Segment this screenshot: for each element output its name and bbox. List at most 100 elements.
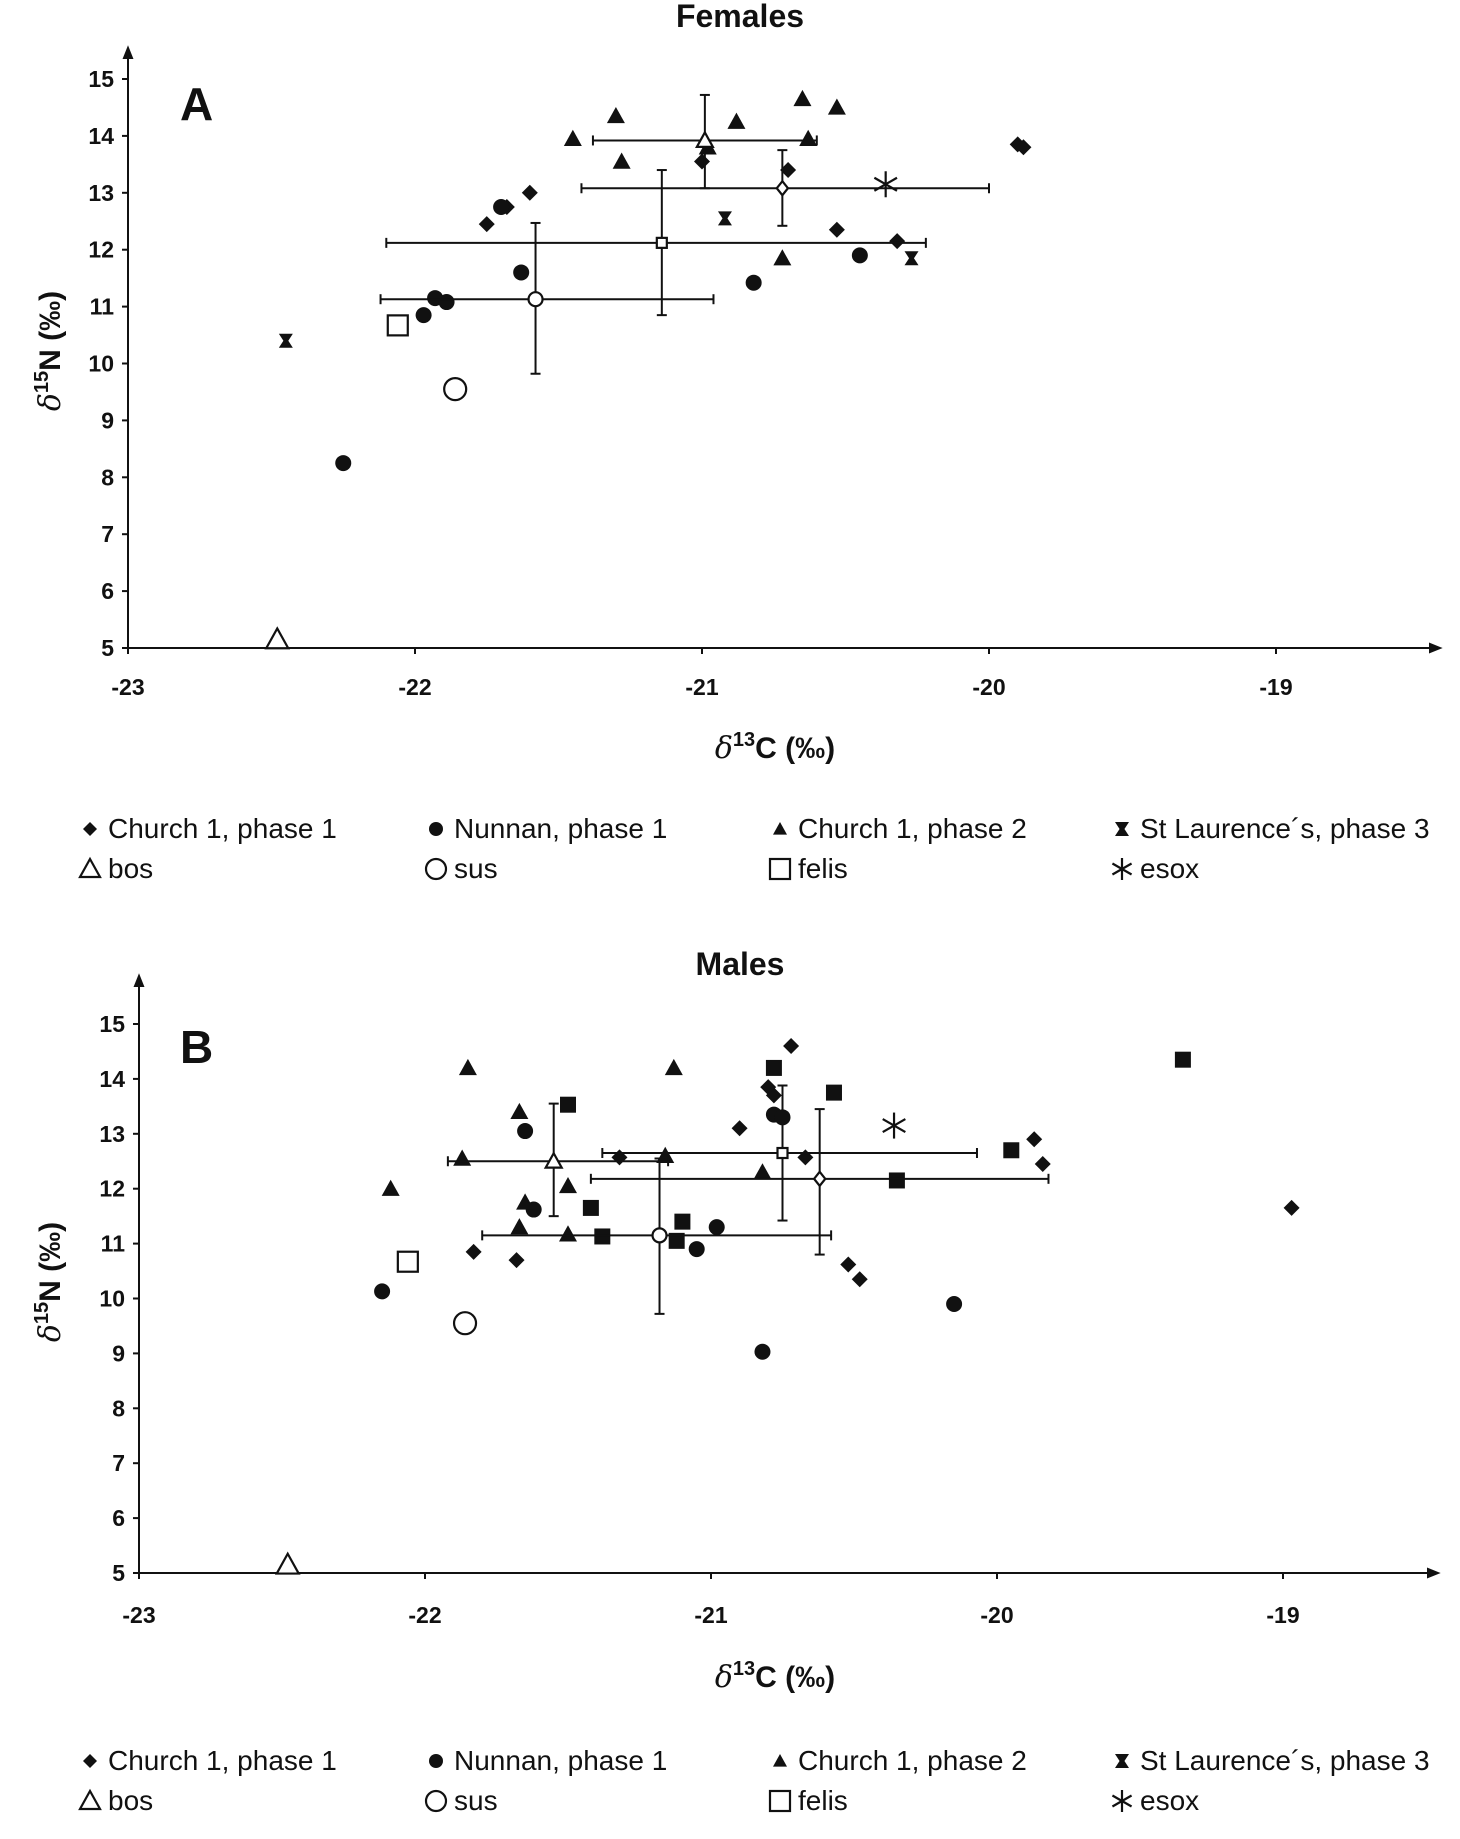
data-point <box>582 1199 599 1216</box>
y-tick-label: 12 <box>88 237 114 263</box>
series-felis <box>386 314 409 337</box>
data-point <box>465 1243 482 1260</box>
series-church-1-phase-2 <box>381 1058 772 1242</box>
series-sus <box>443 377 468 402</box>
legend-marker <box>429 822 443 836</box>
y-tick-label: 11 <box>90 294 115 320</box>
data-point <box>1003 1142 1020 1159</box>
data-point <box>694 153 710 170</box>
chart-title: Males <box>696 946 785 982</box>
legend-label: Nunnan, phase 1 <box>454 813 667 844</box>
data-point <box>560 1096 576 1113</box>
mean-point <box>651 1227 668 1244</box>
mean-point <box>812 1170 827 1188</box>
data-point <box>1015 139 1032 156</box>
legend-marker <box>1111 1790 1133 1812</box>
data-point <box>946 1295 963 1312</box>
y-axis-label: δ15N (‰) <box>31 291 68 411</box>
x-tick-label: -20 <box>980 1602 1013 1628</box>
y-tick-label: 14 <box>88 123 114 149</box>
legend-marker <box>768 1789 792 1813</box>
data-point <box>780 162 797 179</box>
data-point <box>840 1256 857 1273</box>
data-point <box>889 233 906 250</box>
legend: Church 1, phase 1 Nunnan, phase 1 Church 1… <box>78 1745 1430 1816</box>
mean-church-1-phase-1 <box>589 1108 1050 1256</box>
data-point <box>664 1058 683 1076</box>
data-point <box>882 1112 906 1139</box>
series-st-laurence-s-phase-3 <box>560 1051 1191 1249</box>
legend-item: felis <box>768 1785 848 1816</box>
mean-nunnan-phase-1 <box>481 1157 833 1315</box>
legend-label: sus <box>454 853 498 884</box>
data-point <box>708 1219 725 1236</box>
y-tick-label: 5 <box>112 1560 125 1586</box>
data-point <box>559 1225 577 1242</box>
x-tick-label: -20 <box>972 674 1005 700</box>
data-point <box>797 1149 814 1166</box>
data-point <box>1034 1155 1051 1172</box>
x-axis-label: δ13C (‰) <box>715 729 835 766</box>
y-tick-label: 14 <box>99 1066 125 1092</box>
data-point <box>1283 1199 1300 1216</box>
data-point <box>783 1037 800 1054</box>
legend-item: Church 1, phase 2 <box>773 813 1027 844</box>
y-tick-label: 8 <box>112 1395 125 1421</box>
data-point <box>793 89 812 107</box>
legend-label: felis <box>798 853 848 884</box>
data-point <box>563 129 582 146</box>
y-tick-label: 11 <box>101 1231 126 1257</box>
y-tick-label: 7 <box>101 521 114 547</box>
panel-a: Females A 5 6 7 8 9 10 11 12 13 14 15 -23 -22 -21 -20 -19… <box>31 0 1443 884</box>
series-sus <box>452 1311 478 1336</box>
legend-label: esox <box>1140 1785 1199 1816</box>
y-tick-label: 9 <box>112 1340 125 1366</box>
legend-item: esox <box>1111 853 1199 884</box>
data-point <box>335 455 352 472</box>
series-church-1-phase-1 <box>478 136 1032 250</box>
data-point <box>612 152 631 169</box>
data-point <box>396 1250 419 1273</box>
legend-item: sus <box>424 853 498 884</box>
data-point <box>510 1102 529 1120</box>
data-point <box>493 199 510 216</box>
data-point <box>851 247 868 264</box>
data-point <box>799 129 818 146</box>
legend-label: Church 1, phase 1 <box>108 813 337 844</box>
legend-item: sus <box>424 1785 498 1816</box>
y-tick-label: 6 <box>101 578 114 604</box>
data-point <box>606 106 625 124</box>
legend-item: bos <box>78 853 153 884</box>
panel-label: B <box>180 1021 213 1073</box>
panel-label: A <box>180 78 213 130</box>
data-point <box>773 249 792 266</box>
data-point <box>559 1176 577 1194</box>
data-point <box>521 184 538 201</box>
legend-item: Nunnan, phase 1 <box>429 1745 667 1776</box>
legend-label: Church 1, phase 1 <box>108 1745 337 1776</box>
y-tick-label: 6 <box>112 1505 125 1531</box>
data-point <box>731 1120 748 1137</box>
mean-nunnan-phase-1 <box>379 221 715 375</box>
y-tick-label: 7 <box>112 1450 125 1476</box>
x-axis-arrow <box>1427 1567 1441 1579</box>
series-bos <box>274 1551 301 1575</box>
data-point <box>415 307 432 324</box>
legend-label: sus <box>454 1785 498 1816</box>
data-point <box>452 1311 478 1336</box>
data-point <box>851 1271 868 1288</box>
y-axis-arrow <box>122 45 134 59</box>
panel-b: Males B 5 6 7 8 9 10 11 12 13 14 15 -23 -22 -21 -20 -19 δ1… <box>31 946 1441 1816</box>
data-point <box>386 314 409 337</box>
legend-item: St Laurence´s, phase 3 <box>1115 1745 1430 1776</box>
data-point <box>381 1179 400 1196</box>
legend-marker <box>773 822 787 835</box>
legend-item: Church 1, phase 2 <box>773 1745 1027 1776</box>
data-point <box>510 1218 529 1235</box>
x-tick-label: -22 <box>408 1602 441 1628</box>
data-point <box>264 626 291 650</box>
legend-label: felis <box>798 1785 848 1816</box>
data-point <box>274 1551 301 1575</box>
legend-label: Church 1, phase 2 <box>798 1745 1027 1776</box>
series-bos <box>264 626 291 650</box>
